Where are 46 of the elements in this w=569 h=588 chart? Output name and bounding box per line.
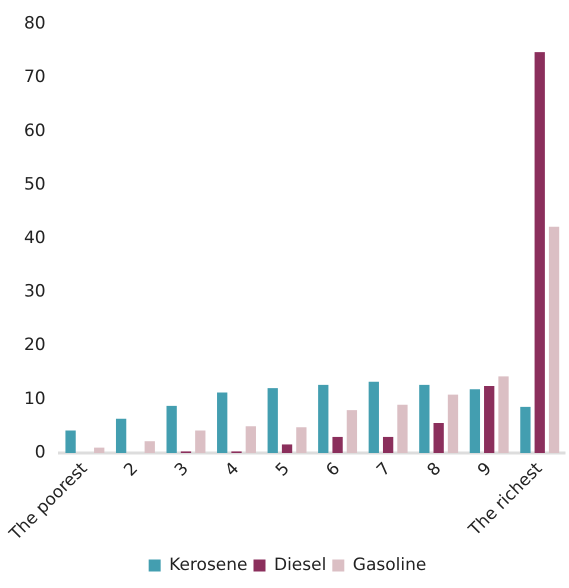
bar (144, 441, 155, 454)
bar (332, 436, 343, 454)
y-tick-label: 40 (24, 228, 46, 248)
bar (195, 430, 206, 454)
bar (498, 376, 509, 454)
bar (548, 226, 560, 454)
bar (520, 406, 531, 454)
y-tick-label: 30 (24, 282, 46, 302)
bar (470, 389, 480, 454)
y-tick-label: 70 (24, 67, 46, 88)
bar (346, 410, 358, 454)
bar (434, 422, 444, 454)
legend-label: Gasoline (352, 554, 426, 575)
bar (397, 404, 408, 454)
x-tick-label: 2 (120, 458, 142, 481)
bar (534, 52, 545, 454)
x-tick-label: 6 (322, 458, 344, 481)
bar (419, 384, 430, 454)
bar (382, 436, 394, 454)
legend-label: Diesel (274, 554, 326, 575)
y-tick-label: 60 (24, 120, 46, 141)
bar (217, 392, 228, 454)
bar (484, 386, 494, 454)
y-tick-label: 0 (34, 442, 46, 462)
bar (94, 448, 104, 454)
bar (268, 388, 278, 454)
y-tick-label: 20 (24, 335, 46, 356)
bar (448, 394, 458, 454)
y-tick-label: 10 (24, 388, 46, 409)
legend-label: Kerosene (169, 554, 248, 575)
x-tick-label: 8 (424, 458, 446, 481)
bar (65, 430, 76, 454)
x-tick-label: 3 (170, 458, 193, 481)
bar (296, 427, 307, 454)
x-tick-label: 4 (221, 458, 244, 481)
bar (368, 382, 379, 454)
x-tick-label: 9 (474, 458, 496, 481)
x-tick-label: 7 (372, 458, 395, 481)
bar (318, 384, 328, 454)
bar (282, 444, 292, 454)
x-tick-label: 5 (272, 458, 294, 481)
bar (246, 426, 256, 454)
y-tick-label: 80 (24, 14, 46, 34)
bar (116, 418, 126, 454)
y-tick-label: 50 (24, 174, 46, 194)
bar (166, 406, 177, 454)
